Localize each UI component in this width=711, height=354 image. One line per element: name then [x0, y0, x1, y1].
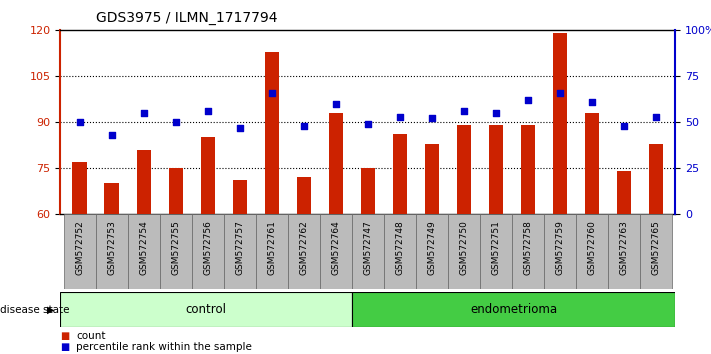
- Bar: [288, 214, 320, 289]
- Bar: [424, 144, 439, 354]
- Text: GSM572755: GSM572755: [171, 220, 181, 275]
- Point: [298, 123, 309, 129]
- Bar: [352, 292, 675, 327]
- Text: GSM572762: GSM572762: [299, 220, 309, 275]
- Bar: [296, 177, 311, 354]
- Point: [651, 114, 662, 119]
- Text: endometrioma: endometrioma: [470, 303, 557, 316]
- Point: [138, 110, 149, 116]
- Text: GDS3975 / ILMN_1717794: GDS3975 / ILMN_1717794: [96, 11, 277, 25]
- Bar: [553, 33, 567, 354]
- Point: [202, 108, 213, 114]
- Bar: [60, 292, 352, 327]
- Bar: [360, 168, 375, 354]
- Point: [362, 121, 373, 127]
- Text: control: control: [186, 303, 227, 316]
- Text: GSM572748: GSM572748: [395, 220, 405, 275]
- Point: [619, 123, 630, 129]
- Point: [427, 116, 438, 121]
- Bar: [585, 113, 599, 354]
- Text: GSM572756: GSM572756: [203, 220, 213, 275]
- Text: GSM572765: GSM572765: [652, 220, 661, 275]
- Text: ■: ■: [60, 342, 70, 352]
- Point: [74, 119, 85, 125]
- Bar: [448, 214, 480, 289]
- Bar: [649, 144, 663, 354]
- Bar: [232, 181, 247, 354]
- Text: GSM572758: GSM572758: [523, 220, 533, 275]
- Text: GSM572764: GSM572764: [331, 220, 341, 275]
- Text: GSM572749: GSM572749: [427, 220, 437, 275]
- Bar: [512, 214, 544, 289]
- Point: [170, 119, 181, 125]
- Text: GSM572757: GSM572757: [235, 220, 245, 275]
- Bar: [617, 171, 631, 354]
- Bar: [320, 214, 352, 289]
- Bar: [480, 214, 512, 289]
- Bar: [160, 214, 192, 289]
- Bar: [256, 214, 288, 289]
- Text: percentile rank within the sample: percentile rank within the sample: [76, 342, 252, 352]
- Text: GSM572759: GSM572759: [555, 220, 565, 275]
- Text: GSM572753: GSM572753: [107, 220, 116, 275]
- Point: [330, 101, 341, 107]
- Text: GSM572763: GSM572763: [620, 220, 629, 275]
- Bar: [64, 214, 96, 289]
- Text: GSM572760: GSM572760: [588, 220, 597, 275]
- Text: GSM572750: GSM572750: [459, 220, 469, 275]
- Bar: [192, 214, 224, 289]
- Point: [555, 90, 566, 96]
- Text: count: count: [76, 331, 105, 341]
- Bar: [544, 214, 576, 289]
- Point: [587, 99, 598, 105]
- Bar: [416, 214, 448, 289]
- Bar: [392, 135, 407, 354]
- Bar: [457, 125, 471, 354]
- Point: [106, 132, 117, 138]
- Text: GSM572754: GSM572754: [139, 220, 148, 275]
- Bar: [384, 214, 416, 289]
- Bar: [96, 214, 128, 289]
- Bar: [608, 214, 640, 289]
- Bar: [576, 214, 608, 289]
- Bar: [128, 214, 160, 289]
- Bar: [105, 183, 119, 354]
- Text: ■: ■: [60, 331, 70, 341]
- Point: [491, 110, 502, 116]
- Bar: [352, 214, 384, 289]
- Bar: [328, 113, 343, 354]
- Bar: [489, 125, 503, 354]
- Text: GSM572761: GSM572761: [267, 220, 277, 275]
- Bar: [640, 214, 672, 289]
- Bar: [224, 214, 256, 289]
- Bar: [521, 125, 535, 354]
- Point: [266, 90, 277, 96]
- Text: GSM572751: GSM572751: [491, 220, 501, 275]
- Text: GSM572747: GSM572747: [363, 220, 373, 275]
- Bar: [73, 162, 87, 354]
- Text: disease state: disease state: [0, 305, 70, 315]
- Point: [459, 108, 470, 114]
- Text: GSM572752: GSM572752: [75, 220, 84, 275]
- Point: [234, 125, 245, 131]
- Bar: [264, 52, 279, 354]
- Point: [395, 114, 406, 119]
- Point: [523, 97, 534, 103]
- Text: ▶: ▶: [47, 305, 55, 315]
- Bar: [169, 168, 183, 354]
- Bar: [201, 137, 215, 354]
- Bar: [137, 150, 151, 354]
